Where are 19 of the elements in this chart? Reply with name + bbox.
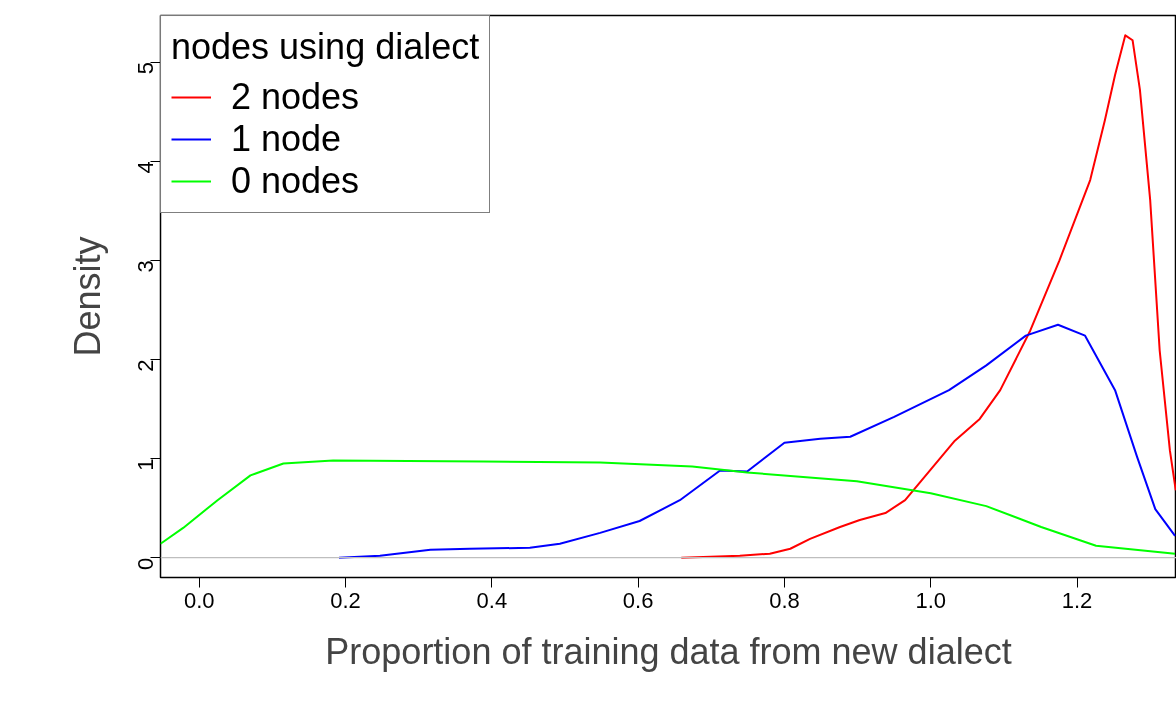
y-axis-title: Density [66,236,108,357]
y-tick-label: 1 [133,458,158,471]
x-tick-label: 0.8 [769,587,800,613]
x-tick-label: 0.2 [330,587,361,613]
y-tick-label: 3 [133,260,158,273]
y-tick-label: 0 [133,557,158,570]
y-tick-label: 4 [133,161,158,174]
y-tick-label: 2 [133,359,158,372]
x-tick-label: 0.0 [183,587,215,613]
y-tick-label: 5 [133,62,158,75]
x-tick-label: 1.0 [915,587,947,613]
x-tick-label: 0.6 [622,587,654,613]
x-axis-title: Proportion of training data from new dialect [325,630,1012,672]
legend-title: nodes using dialect [171,26,480,68]
legend-label: 0 nodes [231,160,360,202]
x-tick-label: 0.4 [476,587,508,613]
x-tick-label: 1.2 [1061,587,1093,613]
legend-label: 2 nodes [231,76,360,118]
legend-label: 1 node [231,118,342,160]
